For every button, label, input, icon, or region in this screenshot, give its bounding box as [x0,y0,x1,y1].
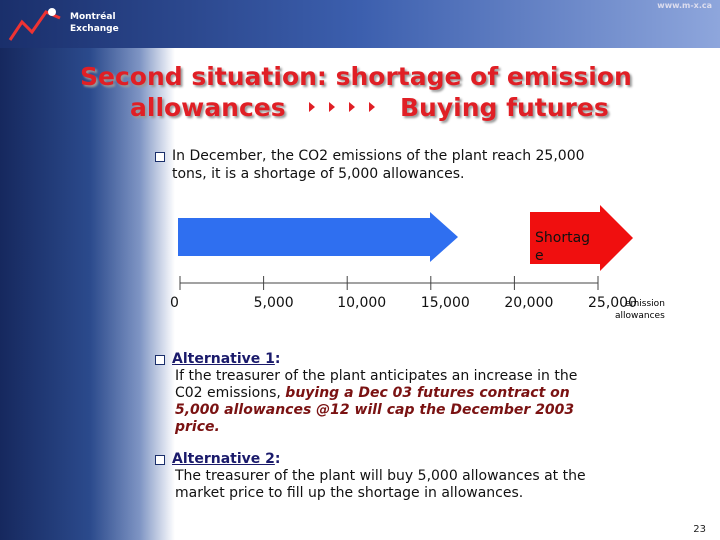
title-start: allowances [130,93,286,122]
logo-line: Montréal [70,12,116,22]
arrow-label: Shortag [535,230,591,246]
bullet [155,355,165,365]
tick-label: 15,000 [420,295,470,311]
tick-label: 5,000 [253,295,294,311]
alt-label: Alternative 1 [172,351,275,367]
logo-line: Exchange [70,24,119,34]
page-number: 23 [693,524,706,535]
blue-arrow [178,212,458,262]
bullet [155,152,165,162]
text-plain: C02 emissions, [175,385,286,401]
tick-label: 10,000 [337,295,387,311]
text-emph: 5,000 allowances @12 will cap the Decemb… [175,402,575,418]
logo-mark [8,8,61,41]
text-line: The treasurer of the plant will buy 5,00… [175,468,586,484]
triangle-markers [309,102,375,112]
text-line: tons, it is a shortage of 5,000 allowanc… [172,166,465,182]
red-arrow [530,205,633,271]
text-emph: buying a Dec 03 futures contract on [285,385,570,401]
url: www.m-x.ca [657,1,712,10]
text-line: C02 emissions, buying a Dec 03 futures c… [175,385,570,401]
bullet [155,455,165,465]
top-bar [0,0,720,48]
alt-label: Alternative 2 [172,451,275,467]
title-end: Buying futures [400,93,609,122]
unit-label: allowances [615,311,665,321]
text-emph: price. [175,419,220,435]
tick-label: 25,000 [588,295,637,311]
text-line: If the treasurer of the plant anticipate… [175,368,578,384]
title-line: Second situation: shortage of emission [80,62,632,91]
tick-label: 0 [170,295,179,311]
unit-label: emission [625,299,665,309]
text-line: market price to fill up the shortage in … [175,485,524,501]
tick-label: 20,000 [504,295,554,311]
arrow-label: e [535,248,544,264]
alt-heading: Alternative 1: [172,351,280,367]
alt-suffix: : [274,351,281,367]
alt-suffix: : [274,451,281,467]
alt-heading: Alternative 2: [172,451,280,467]
text-line: In December, the CO2 emissions of the pl… [172,148,585,164]
